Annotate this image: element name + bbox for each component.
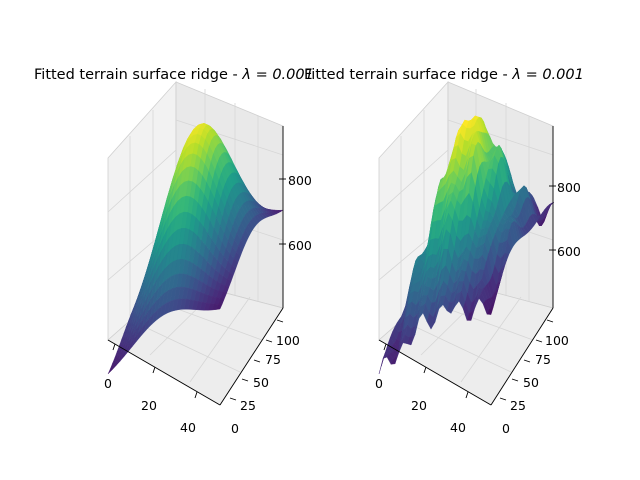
x-ticks-right xyxy=(383,343,469,399)
chart-title: Fitted terrain surface ridge - λ = 0.001 xyxy=(304,67,584,83)
y-ticks-left xyxy=(229,319,284,401)
y-tick-label: 100 xyxy=(545,333,569,348)
y-tick-label: 25 xyxy=(240,398,256,413)
surface-left xyxy=(107,123,284,375)
title-lambda: λ = 0.001 xyxy=(511,67,583,83)
x-tick-label: 0 xyxy=(104,376,112,391)
z-tick-label: 600 xyxy=(288,238,312,253)
surface-facet xyxy=(107,364,115,375)
axis-spines-left xyxy=(107,126,284,406)
y-tick-label: 75 xyxy=(535,352,551,367)
y-tick-label: 75 xyxy=(265,352,281,367)
z-tick-label: 800 xyxy=(288,173,312,188)
x-ticks-left xyxy=(112,343,198,399)
x-tick-label: 20 xyxy=(141,398,157,413)
y-tick-label: 50 xyxy=(253,375,269,390)
chart-title: Fitted terrain surface ridge - λ = 0.001 xyxy=(34,67,314,83)
subplot-left: 0 20 40 0 25 50 75 100 800 600 Fitted te… xyxy=(34,67,314,436)
x-tick-label: 40 xyxy=(450,420,466,435)
surface-facet xyxy=(215,303,223,310)
x-tick-label: 0 xyxy=(375,376,383,391)
surface-right xyxy=(378,115,555,375)
axis-spines-right xyxy=(378,126,554,406)
x-tick-label: 20 xyxy=(411,398,427,413)
y-ticks-right xyxy=(499,319,554,401)
title-text: Fitted terrain surface ridge - xyxy=(34,67,242,83)
y-tick-label: 25 xyxy=(510,398,526,413)
y-tick-label: 0 xyxy=(502,421,510,436)
subplot-right: 0 20 40 0 25 50 75 100 800 600 Fitted te… xyxy=(304,67,584,436)
surface-facet xyxy=(486,306,494,315)
y-tick-label: 0 xyxy=(231,421,239,436)
z-tick-label: 800 xyxy=(557,180,581,195)
title-text: Fitted terrain surface ridge - xyxy=(304,67,512,83)
y-tick-label: 50 xyxy=(523,375,539,390)
z-ticks-left xyxy=(279,178,286,245)
x-tick-label: 40 xyxy=(180,420,196,435)
y-tick-label: 100 xyxy=(276,333,300,348)
z-tick-label: 600 xyxy=(557,244,581,259)
z-ticks-right xyxy=(549,185,556,251)
title-lambda: λ = 0.001 xyxy=(241,67,313,83)
